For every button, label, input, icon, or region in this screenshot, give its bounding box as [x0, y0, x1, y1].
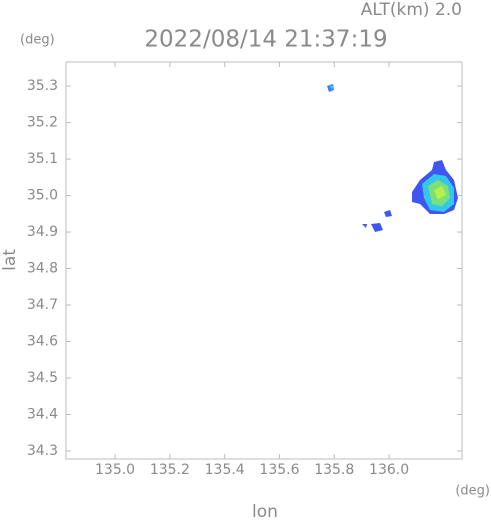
- altitude-label: ALT(km) 2.0: [361, 0, 462, 20]
- x-tick-label: 135.2: [150, 462, 190, 478]
- x-tick-label: 135.4: [205, 462, 245, 478]
- y-tick-label: 35.2: [27, 115, 58, 131]
- x-tick-label: 135.8: [314, 462, 354, 478]
- x-unit: (deg): [455, 484, 490, 499]
- y-tick-label: 34.3: [27, 443, 58, 459]
- y-tick-label: 34.6: [27, 334, 58, 350]
- x-tick-label: 135.0: [95, 462, 135, 478]
- x-axis-label: lon: [252, 502, 278, 521]
- y-unit: (deg): [20, 33, 55, 48]
- x-tick-label: 136.0: [369, 462, 409, 478]
- echo: [384, 210, 392, 217]
- y-axis-label: lat: [0, 249, 20, 271]
- y-tick-label: 35.0: [27, 188, 58, 204]
- echo: [362, 224, 367, 228]
- echo: [371, 223, 383, 232]
- y-tick-label: 35.3: [27, 78, 58, 94]
- plot-frame: [65, 61, 463, 460]
- echo: [327, 84, 334, 92]
- y-tick-label: 34.5: [27, 370, 58, 386]
- y-tick-label: 34.9: [27, 224, 58, 240]
- y-tick-label: 34.7: [27, 297, 58, 313]
- echo: [434, 186, 446, 200]
- echo: [330, 86, 333, 90]
- y-tick-label: 35.1: [27, 151, 58, 167]
- y-tick-label: 34.8: [27, 261, 58, 277]
- radar-echoes: [327, 84, 458, 232]
- x-tick-label: 135.6: [259, 462, 299, 478]
- chart-title: 2022/08/14 21:37:19: [144, 27, 387, 53]
- y-tick-label: 34.4: [27, 406, 58, 422]
